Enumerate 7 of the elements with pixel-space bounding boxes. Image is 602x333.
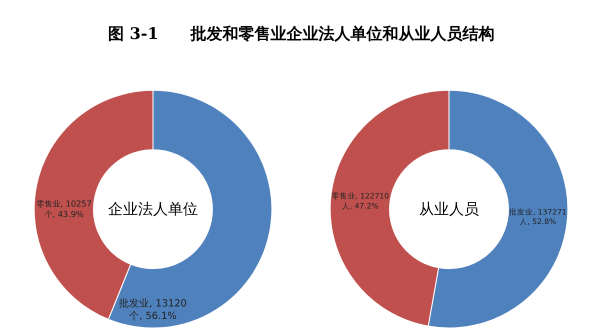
text: 企业法人单位 [108,200,198,218]
slice-label: 零售业, 10257 个, 43.9% [36,198,92,219]
slice-label: 批发业, 137271 人, 52.8% [508,207,567,226]
slice-label: 零售业, 122710 人, 47.2% [331,192,390,210]
text: 从业人员 [419,200,479,218]
slice-label: 批发业, 13120 个, 56.1% [119,297,187,322]
chart-title: 图 3-1 批发和零售业企业法人单位和从业人员结构 [108,24,494,43]
